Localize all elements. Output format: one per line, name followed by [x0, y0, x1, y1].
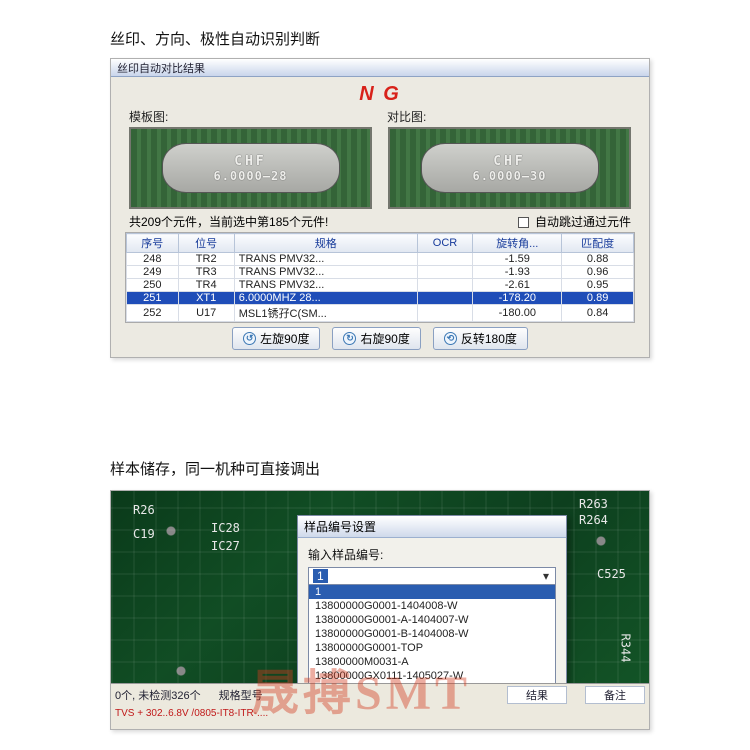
flip-label: 反转180度: [461, 330, 517, 347]
table-header[interactable]: 匹配度: [562, 234, 634, 253]
chip-compare: CHF 6.0000—30: [421, 143, 599, 193]
spec-label: 规格型号: [219, 687, 263, 703]
auto-skip-check[interactable]: 自动跳过通过元件: [518, 213, 631, 230]
dropdown-item[interactable]: 13800000G0001-A-1404007-W: [309, 613, 555, 627]
chip-template: CHF 6.0000—28: [162, 143, 340, 193]
silk-label: R263: [579, 497, 608, 511]
status-ng: N G: [111, 77, 649, 106]
dropdown-item[interactable]: 13800000M0031-A: [309, 655, 555, 669]
table-header[interactable]: 旋转角...: [473, 234, 562, 253]
result-header: 结果: [507, 686, 567, 704]
chip-l2: 6.0000—30: [472, 169, 546, 183]
sample-window: R263 R264 C525 R344 R26 C19 IC28 IC27 样品…: [110, 490, 650, 730]
dropdown-item[interactable]: 13800000G0001-TOP: [309, 641, 555, 655]
section2-title: 样本储存，同一机种可直接调出: [110, 458, 320, 479]
compare-label: 对比图:: [387, 108, 631, 125]
chevron-down-icon: ▾: [539, 569, 553, 583]
status-strip: 0个, 未检测326个 规格型号 结果 备注 TVS + 302..6.8V /…: [111, 683, 649, 729]
input-label: 输入样品编号:: [308, 546, 556, 567]
silk-label: IC27: [211, 539, 240, 553]
sample-id-combobox[interactable]: 1 ▾: [308, 567, 556, 585]
rotate-right-icon: ↻: [343, 332, 356, 345]
compare-image: CHF 6.0000—30: [388, 127, 631, 209]
silk-label: R26: [133, 503, 155, 517]
silk-label: C525: [597, 567, 626, 581]
silk-label: IC28: [211, 521, 240, 535]
checkbox-icon: [518, 217, 529, 228]
detect-count: 0个, 未检测326个: [115, 687, 201, 703]
component-table[interactable]: 序号位号规格OCR旋转角...匹配度 248TR2TRANS PMV32...-…: [125, 232, 635, 323]
dialog-title: 样品编号设置: [298, 516, 566, 538]
template-image: CHF 6.0000—28: [129, 127, 372, 209]
silk-label: R264: [579, 513, 608, 527]
rotate-left-icon: ↺: [243, 332, 256, 345]
compare-window: 丝印自动对比结果 N G 模板图: 对比图: CHF 6.0000—28 CHF…: [110, 58, 650, 358]
table-header[interactable]: OCR: [417, 234, 473, 253]
rotate-right-button[interactable]: ↻ 右旋90度: [332, 327, 420, 350]
dropdown-item[interactable]: 13800000G0001-1404008-W: [309, 599, 555, 613]
chip-l1: CHF: [493, 154, 525, 169]
template-label: 模板图:: [129, 108, 373, 125]
table-row[interactable]: 248TR2TRANS PMV32...-1.590.88: [127, 253, 634, 266]
rotate-left-label: 左旋90度: [260, 330, 309, 347]
sample-id-value: 1: [313, 569, 328, 583]
table-header[interactable]: 位号: [178, 234, 234, 253]
table-row[interactable]: 250TR4TRANS PMV32...-2.610.95: [127, 279, 634, 292]
flip-button[interactable]: ⟲ 反转180度: [433, 327, 528, 350]
dropdown-item[interactable]: 13800000GX0111-1405027-W: [309, 669, 555, 683]
rotate-left-button[interactable]: ↺ 左旋90度: [232, 327, 320, 350]
table-header[interactable]: 序号: [127, 234, 179, 253]
table-row[interactable]: 252U17MSL1锈孖C(SM...-180.000.84: [127, 305, 634, 322]
note-header: 备注: [585, 686, 645, 704]
window-title: 丝印自动对比结果: [117, 60, 205, 76]
rotate-right-label: 右旋90度: [360, 330, 409, 347]
table-row[interactable]: 249TR3TRANS PMV32...-1.930.96: [127, 266, 634, 279]
flip-icon: ⟲: [444, 332, 457, 345]
section1-title: 丝印、方向、极性自动识别判断: [110, 28, 320, 49]
window-titlebar: 丝印自动对比结果: [111, 59, 649, 77]
silk-label: C19: [133, 527, 155, 541]
count-text: 共209个元件，当前选中第185个元件!: [129, 213, 328, 230]
chip-l2: 6.0000—28: [213, 169, 287, 183]
table-row[interactable]: 251XT16.0000MHZ 28...-178.200.89: [127, 292, 634, 305]
dropdown-item[interactable]: 13800000G0001-B-1404008-W: [309, 627, 555, 641]
auto-skip-label: 自动跳过通过元件: [535, 215, 631, 229]
spec-value: TVS + 302..6.8V /0805-IT8-ITR-....: [115, 704, 645, 719]
silk-label: R344: [618, 634, 632, 663]
table-header[interactable]: 规格: [234, 234, 417, 253]
chip-l1: CHF: [234, 154, 266, 169]
dropdown-item[interactable]: 1: [309, 585, 555, 599]
